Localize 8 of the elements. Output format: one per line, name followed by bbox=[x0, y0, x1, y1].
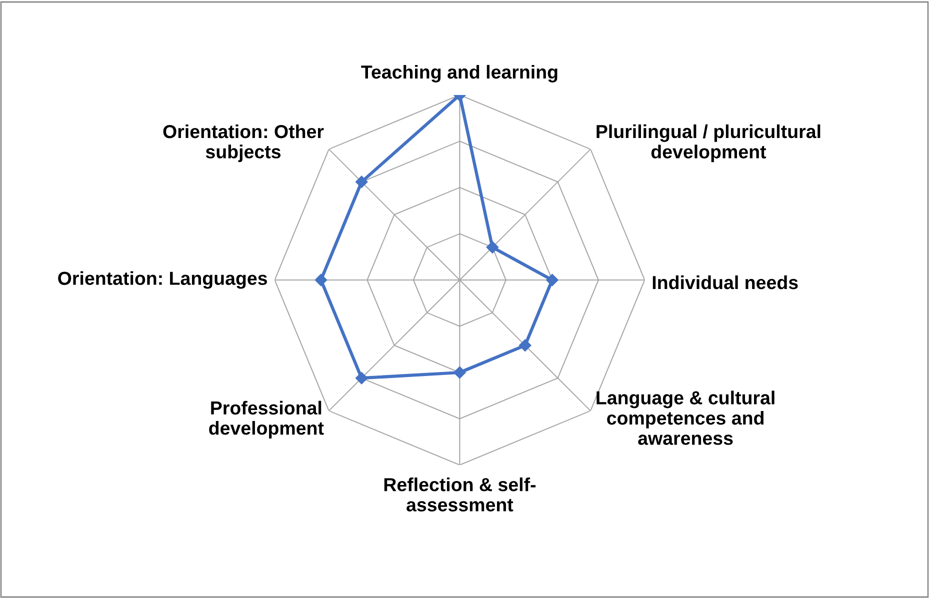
spoke-label: Individual needs bbox=[652, 275, 798, 290]
spoke-label: Professional development bbox=[209, 400, 324, 438]
spoke-label: Plurilingual / pluricultural development bbox=[596, 124, 820, 162]
spoke-label: Teaching and learning bbox=[361, 64, 558, 82]
spoke-label: Orientation: Languages bbox=[58, 271, 268, 289]
spoke-label: Orientation: Other subjects bbox=[163, 124, 324, 162]
spoke-label: Reflection & self- assessment bbox=[384, 478, 536, 512]
spoke-label: Language & cultural competences and awareness bbox=[596, 390, 774, 445]
